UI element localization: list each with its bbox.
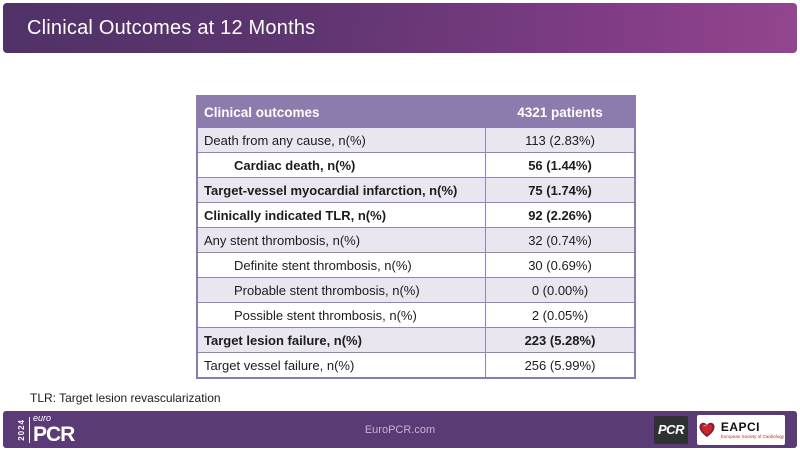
europcr-logo: 2024 euro PCR	[17, 413, 75, 446]
outcome-value: 0 (0.00%)	[485, 277, 636, 303]
outcome-value: 30 (0.69%)	[485, 252, 636, 278]
eapci-tagline: European Society of Cardiology	[720, 434, 785, 439]
table-row: Definite stent thrombosis, n(%) 30 (0.69%…	[196, 252, 636, 278]
europcr-pcr-text: PCR	[33, 423, 75, 446]
table-row: Target lesion failure, n(%) 223 (5.28%)	[196, 327, 636, 353]
outcome-value: 2 (0.05%)	[485, 302, 636, 328]
outcome-label: Definite stent thrombosis, n(%)	[196, 252, 486, 278]
table-row: Cardiac death, n(%) 56 (1.44%)	[196, 152, 636, 178]
table-row: Death from any cause, n(%) 113 (2.83%)	[196, 127, 636, 153]
table-row: Target-vessel myocardial infarction, n(%…	[196, 177, 636, 203]
table-row: Target vessel failure, n(%) 256 (5.99%)	[196, 352, 636, 379]
outcome-label: Target-vessel myocardial infarction, n(%…	[196, 177, 486, 203]
footnote: TLR: Target lesion revascularization	[30, 391, 221, 405]
footer-bar: 2024 euro PCR EuroPCR.com PCR EAPCI	[3, 411, 797, 448]
outcome-label: Probable stent thrombosis, n(%)	[196, 277, 486, 303]
table-header-patients: 4321 patients	[485, 95, 636, 128]
europcr-euro-text: euro	[33, 413, 52, 423]
logo-divider	[29, 416, 30, 443]
heart-icon	[698, 421, 716, 438]
outcome-label: Clinically indicated TLR, n(%)	[196, 202, 486, 228]
outcome-value: 75 (1.74%)	[485, 177, 636, 203]
outcome-value: 56 (1.44%)	[485, 152, 636, 178]
outcome-label: Cardiac death, n(%)	[196, 152, 486, 178]
outcomes-tbody: Death from any cause, n(%) 113 (2.83%) Car…	[196, 127, 636, 379]
outcome-label: Target vessel failure, n(%)	[196, 352, 486, 379]
europcr-year-text: 2024	[17, 418, 26, 441]
outcomes-table: Clinical outcomes 4321 patients Death fr…	[196, 95, 636, 379]
outcome-value: 113 (2.83%)	[485, 127, 636, 153]
table-row: Possible stent thrombosis, n(%) 2 (0.05%)	[196, 302, 636, 328]
outcome-label: Death from any cause, n(%)	[196, 127, 486, 153]
outcome-value: 32 (0.74%)	[485, 227, 636, 253]
pcr-logo: PCR	[654, 415, 688, 444]
outcome-label: Target lesion failure, n(%)	[196, 327, 486, 353]
outcome-value: 223 (5.28%)	[485, 327, 636, 353]
table-row: Any stent thrombosis, n(%) 32 (0.74%)	[196, 227, 636, 253]
outcome-value: 92 (2.26%)	[485, 202, 636, 228]
eapci-logo: EAPCI European Society of Cardiology	[697, 414, 785, 445]
table-header-outcomes: Clinical outcomes	[196, 95, 486, 128]
outcome-label: Any stent thrombosis, n(%)	[196, 227, 486, 253]
slide-header: Clinical Outcomes at 12 Months	[3, 3, 797, 53]
table-row: Clinically indicated TLR, n(%) 92 (2.26%)	[196, 202, 636, 228]
page-title: Clinical Outcomes at 12 Months	[27, 16, 316, 39]
eapci-name: EAPCI	[720, 419, 761, 434]
table-row: Probable stent thrombosis, n(%) 0 (0.00%)	[196, 277, 636, 303]
outcome-value: 256 (5.99%)	[485, 352, 636, 379]
table-header-row: Clinical outcomes 4321 patients	[196, 95, 636, 128]
outcome-label: Possible stent thrombosis, n(%)	[196, 302, 486, 328]
footer-logos: PCR EAPCI European Society of Cardiology	[654, 414, 785, 445]
